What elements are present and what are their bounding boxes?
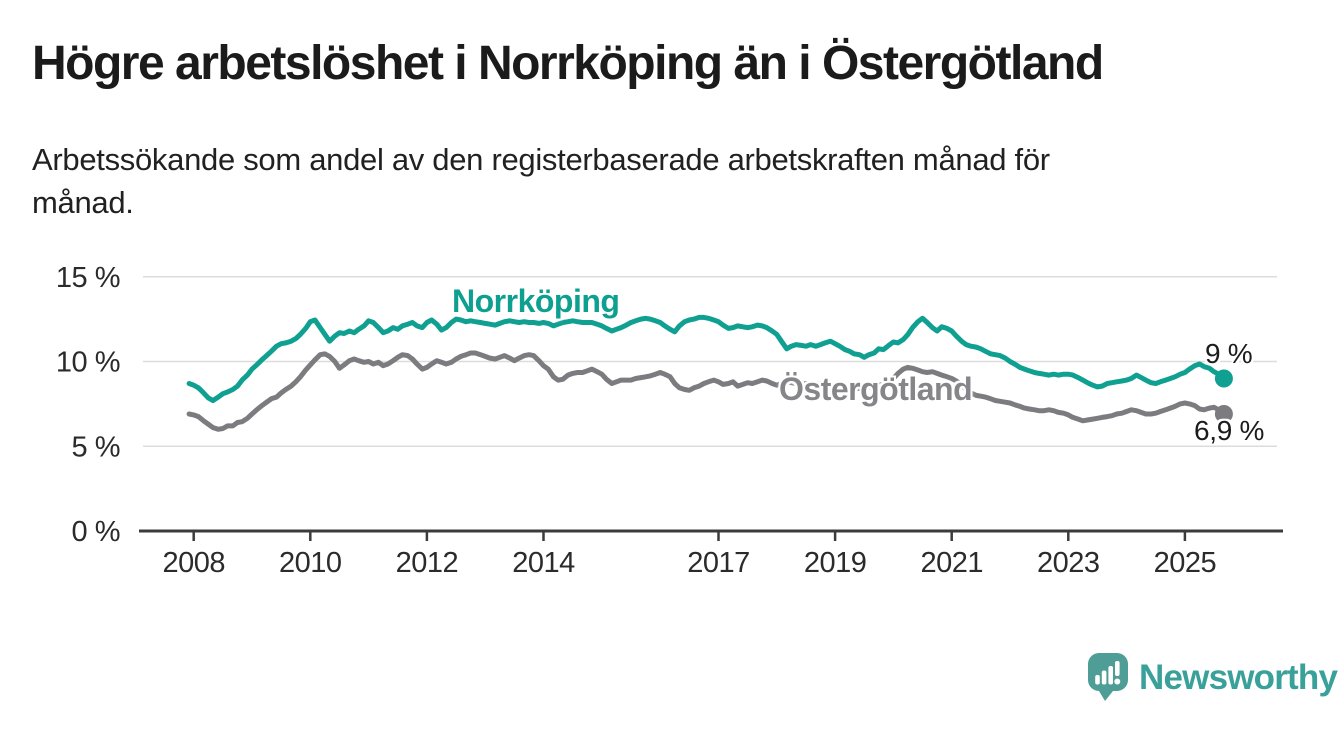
logo-bar-medium bbox=[1101, 670, 1107, 685]
y-tick-label-10pct: 10 % bbox=[56, 347, 120, 379]
series-label-ostergotland: Östergötland bbox=[779, 371, 973, 407]
x-tick-label-2023: 2023 bbox=[1037, 547, 1100, 579]
end-value-label-norrkoping: 9 % bbox=[1205, 338, 1253, 369]
logo-bar-large bbox=[1108, 666, 1113, 685]
page-title: Högre arbetslöshet i Norrköping än i Öst… bbox=[32, 37, 1104, 90]
x-tick-label-2017: 2017 bbox=[687, 547, 750, 579]
brand-name: Newsworthy bbox=[1139, 658, 1338, 697]
x-tick-label-2010: 2010 bbox=[279, 547, 342, 579]
logo-bar-small bbox=[1095, 675, 1100, 685]
y-tick-label-0pct: 0 % bbox=[72, 516, 120, 548]
logo-exclamation-bar bbox=[1115, 661, 1120, 676]
ostergotland-end-dot bbox=[1214, 405, 1233, 423]
end-value-label-ostergotland: 6,9 % bbox=[1194, 415, 1265, 446]
speech-bubble-shape bbox=[1088, 653, 1128, 701]
x-tick-label-2012: 2012 bbox=[396, 547, 459, 579]
x-tick-label-2008: 2008 bbox=[162, 547, 225, 579]
norrkoping-end-dot bbox=[1214, 369, 1233, 388]
norrkoping-line bbox=[186, 314, 1227, 403]
y-tick-label-15pct: 15 % bbox=[56, 262, 120, 294]
chart-subtitle-line1: Arbetssökande som andel av den registerb… bbox=[32, 142, 1050, 177]
chart-subtitle-line2: månad. bbox=[32, 185, 134, 220]
x-tick-label-2021: 2021 bbox=[920, 547, 983, 579]
x-tick-label-2019: 2019 bbox=[804, 547, 867, 579]
series-label-norrkoping: Norrköping bbox=[452, 283, 620, 319]
y-tick-label-5pct: 5 % bbox=[72, 431, 120, 463]
ostergotland-line bbox=[186, 350, 1227, 432]
chart-subtitle: Arbetssökande som andel av den registerb… bbox=[32, 138, 1262, 224]
x-tick-label-2025: 2025 bbox=[1154, 547, 1217, 579]
newsworthy-logo-icon bbox=[1088, 653, 1128, 701]
x-tick-label-2014: 2014 bbox=[512, 547, 575, 579]
logo-exclamation-dot bbox=[1114, 678, 1121, 685]
